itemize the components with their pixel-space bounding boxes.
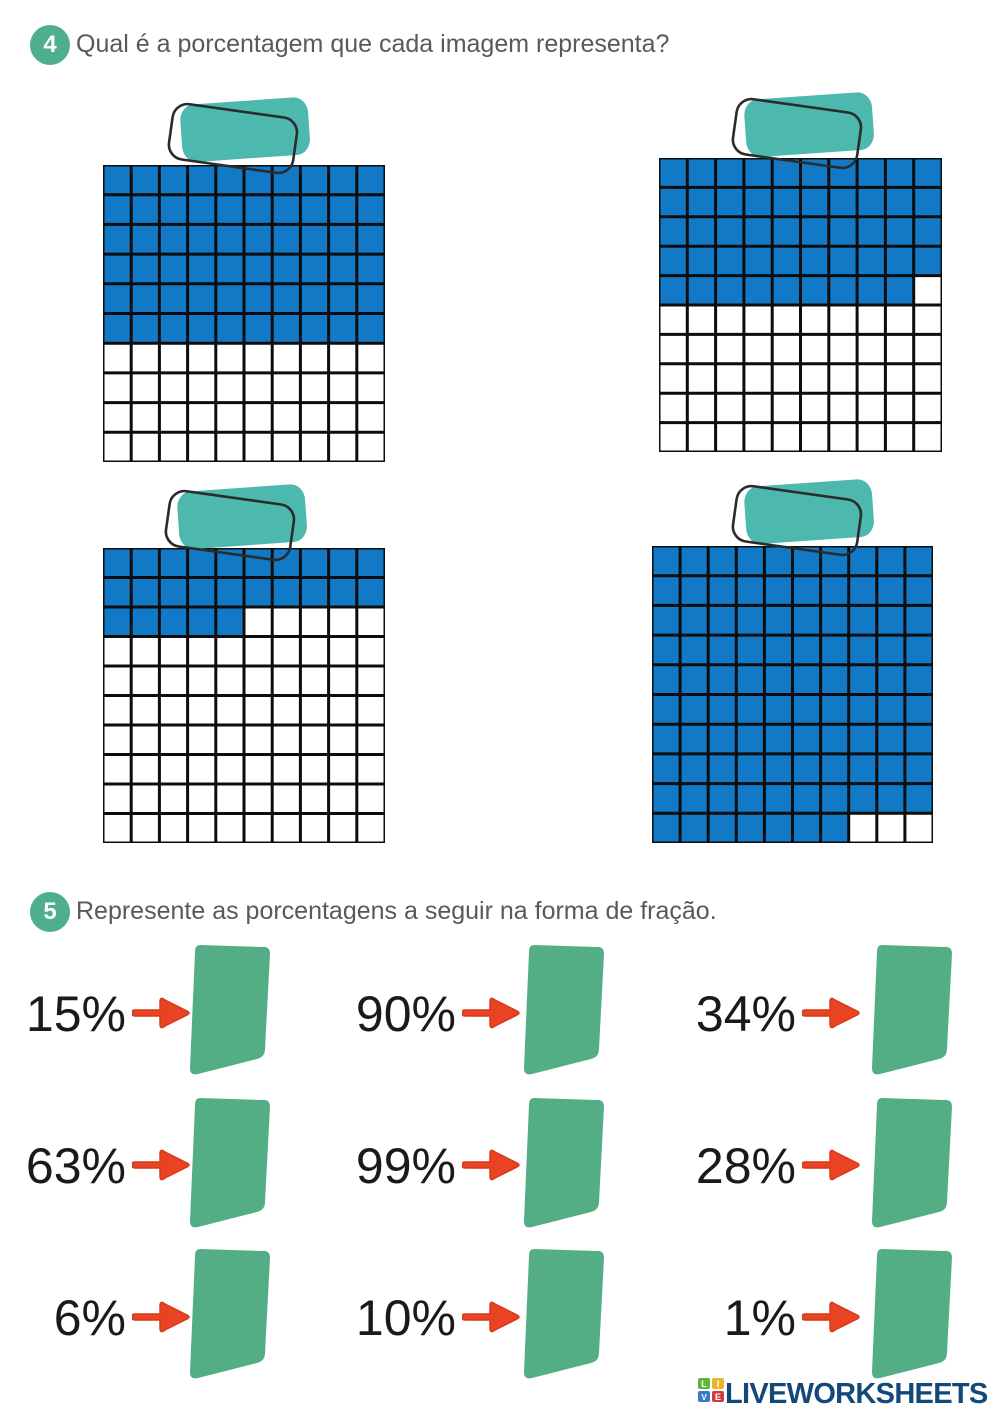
svg-text:I: I <box>717 1379 720 1389</box>
svg-text:L: L <box>701 1379 707 1389</box>
svg-text:E: E <box>715 1392 721 1402</box>
svg-text:V: V <box>701 1393 707 1402</box>
